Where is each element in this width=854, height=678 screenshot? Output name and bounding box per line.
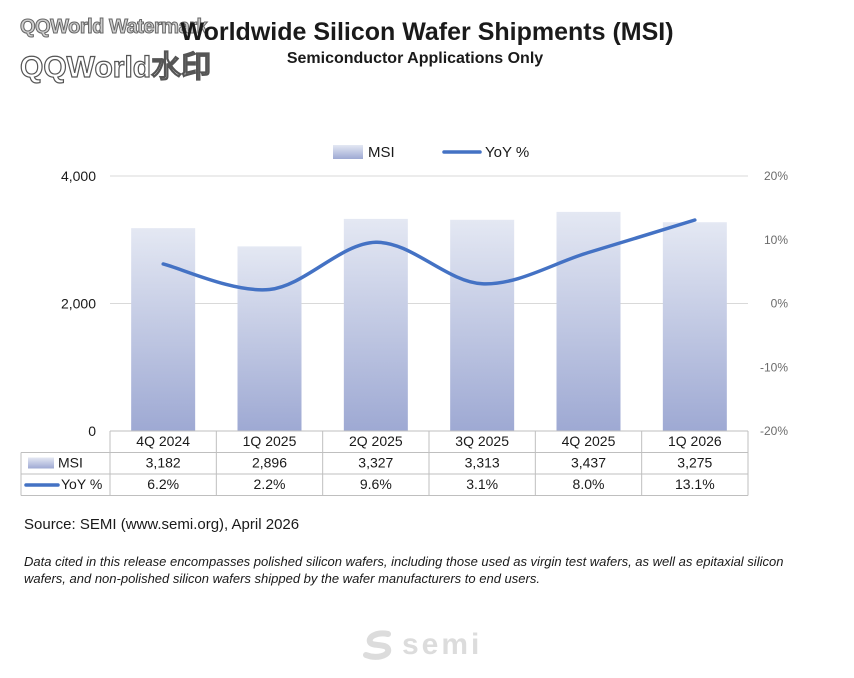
table-row-label-yoy: YoY % <box>61 476 102 492</box>
logo-text: semi <box>402 628 483 661</box>
watermark-text-large: QQWorld水印 <box>19 50 212 84</box>
combo-chart: 0 2,000 4,000 -20% -10% 0% 10% 20% MSI YoY % 4Q… <box>20 144 788 496</box>
data-label-yoy: 2.2% <box>254 476 286 492</box>
table-row-label-msi: MSI <box>58 455 83 471</box>
bar-series <box>131 211 727 431</box>
data-label-yoy: 6.2% <box>147 476 179 492</box>
left-tick-label: 2,000 <box>61 296 96 312</box>
semi-logo: semi <box>362 628 482 662</box>
data-label-yoy: 9.6% <box>360 476 392 492</box>
legend-label-yoy: YoY % <box>485 144 529 161</box>
bar-4q-2025 <box>556 211 621 431</box>
right-tick-label: -20% <box>760 424 788 438</box>
data-label-msi: 3,275 <box>677 455 712 471</box>
bar-4q-2024 <box>131 228 196 431</box>
x-tick-label: 1Q 2026 <box>668 433 722 449</box>
bar-1q-2025 <box>237 246 302 431</box>
left-tick-label: 0 <box>88 423 96 439</box>
yoy-line <box>161 218 697 292</box>
legend-swatch-msi <box>333 145 363 159</box>
chart-subtitle: Semiconductor Applications Only <box>286 50 544 67</box>
bar-1q-2026 <box>662 222 727 431</box>
x-tick-label: 2Q 2025 <box>349 433 403 449</box>
data-label-msi: 3,437 <box>571 455 606 471</box>
legend: MSI YoY % <box>333 144 529 161</box>
right-tick-label: 10% <box>764 233 788 247</box>
data-label-yoy: 13.1% <box>675 476 715 492</box>
data-label-msi: 3,313 <box>465 455 500 471</box>
data-label-yoy: 3.1% <box>466 476 498 492</box>
table-swatch-msi <box>28 457 54 469</box>
right-axis-labels: -20% -10% 0% 10% 20% <box>760 169 788 438</box>
source-text: Source: SEMI (www.semi.org), April 2026 <box>24 516 300 533</box>
data-label-msi: 3,327 <box>358 455 393 471</box>
data-note: Data cited in this release encompasses p… <box>24 554 784 586</box>
bar-3q-2025 <box>450 219 515 431</box>
data-label-msi: 2,896 <box>252 455 287 471</box>
right-tick-label: 20% <box>764 169 788 183</box>
right-tick-label: -10% <box>760 360 788 374</box>
semi-logo-icon <box>363 630 392 660</box>
watermark-text: QQWorld Watermark <box>19 16 208 39</box>
x-tick-label: 1Q 2025 <box>243 433 297 449</box>
left-axis-labels: 0 2,000 4,000 <box>61 168 96 439</box>
left-tick-label: 4,000 <box>61 168 96 184</box>
x-tick-label: 4Q 2025 <box>562 433 616 449</box>
data-label-yoy: 8.0% <box>573 476 605 492</box>
bar-2q-2025 <box>343 218 408 431</box>
gridlines <box>110 175 748 304</box>
legend-label-msi: MSI <box>368 144 395 161</box>
x-tick-label: 4Q 2024 <box>136 433 190 449</box>
data-table: 4Q 2024 1Q 2025 2Q 2025 3Q 2025 4Q 2025 1Q 20… <box>20 430 749 496</box>
x-tick-label: 3Q 2025 <box>455 433 509 449</box>
data-label-msi: 3,182 <box>146 455 181 471</box>
right-tick-label: 0% <box>771 297 789 311</box>
chart-title: Worldwide Silicon Wafer Shipments (MSI) <box>180 18 674 46</box>
